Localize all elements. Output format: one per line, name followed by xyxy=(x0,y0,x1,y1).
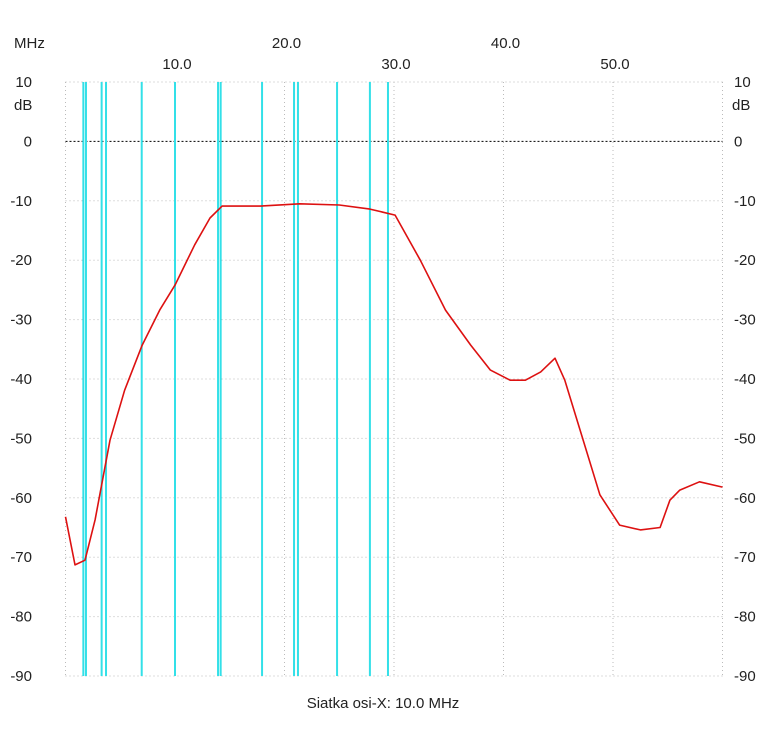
y-tick-label-right: -70 xyxy=(734,549,756,566)
y-tick-label-right: -90 xyxy=(734,668,756,685)
y-tick-label-left: -20 xyxy=(10,252,32,269)
x-axis-title: Siatka osi-X: 10.0 MHz xyxy=(307,695,460,712)
y-tick-label-right: -50 xyxy=(734,430,756,447)
series-line-response xyxy=(64,203,723,566)
y-tick-label-right: -40 xyxy=(734,371,756,388)
x-tick-label: 10.0 xyxy=(162,56,191,73)
x-tick-label: 30.0 xyxy=(381,56,410,73)
y-tick-label-left: -40 xyxy=(10,371,32,388)
y-tick-label-left: 10 xyxy=(15,74,32,91)
y-tick-label-right: -20 xyxy=(734,252,756,269)
marker-lines xyxy=(82,82,389,676)
x-tick-label: 50.0 xyxy=(600,56,629,73)
axis-labels: MHz dB dB Siatka osi-X: 10.0 MHz 10 10 0 0 -… xyxy=(10,35,755,712)
y-tick-label-right: -80 xyxy=(734,609,756,626)
y-tick-label-right: 0 xyxy=(734,133,742,150)
y-tick-label-left: -60 xyxy=(10,490,32,507)
y-tick-label-right: -60 xyxy=(734,490,756,507)
y-tick-label-left: -90 xyxy=(10,668,32,685)
y-tick-label-left: -70 xyxy=(10,549,32,566)
y-tick-label-left: -80 xyxy=(10,609,32,626)
y-tick-label-left: -30 xyxy=(10,312,32,329)
series-layer xyxy=(64,203,723,566)
grid xyxy=(65,81,723,677)
x-tick-label: 40.0 xyxy=(491,35,520,52)
y-tick-label-right: 10 xyxy=(734,74,751,91)
y-tick-label-left: -10 xyxy=(10,193,32,210)
y-unit-label-left: dB xyxy=(14,97,32,114)
x-unit-label: MHz xyxy=(14,35,45,52)
y-tick-label-left: -50 xyxy=(10,430,32,447)
y-unit-label-right: dB xyxy=(732,97,750,114)
y-tick-label-left: 0 xyxy=(24,133,32,150)
x-tick-label: 20.0 xyxy=(272,35,301,52)
y-tick-label-right: -30 xyxy=(734,312,756,329)
y-tick-label-right: -10 xyxy=(734,193,756,210)
